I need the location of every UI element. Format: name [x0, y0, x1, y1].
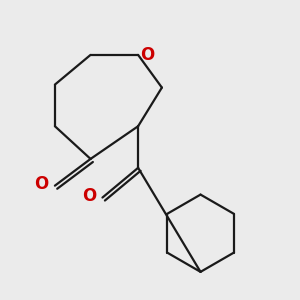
Text: O: O: [82, 187, 96, 205]
Text: O: O: [140, 46, 154, 64]
Text: O: O: [34, 175, 49, 193]
